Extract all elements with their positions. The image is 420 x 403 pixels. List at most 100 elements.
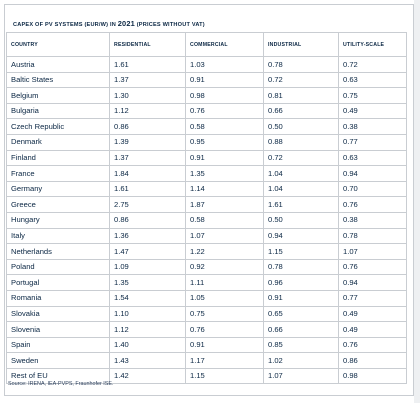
cell-industrial: 1.02: [263, 352, 339, 369]
cell-commercial: 0.91: [185, 71, 264, 89]
cell-residential: 1.61: [109, 180, 186, 198]
table-row: Rest of EU 1.42 1.15 1.07 0.98: [6, 367, 407, 385]
table-row: Finland 1.37 0.91 0.72 0.63: [6, 149, 407, 167]
cell-utility-scale: 0.72: [338, 56, 407, 73]
cell-residential: 1.84: [109, 165, 186, 182]
cell-country: Sweden: [6, 352, 110, 369]
cell-industrial: 0.78: [263, 56, 339, 73]
cell-industrial: 0.94: [263, 227, 339, 245]
table-header-row: COUNTRY RESIDENTIAL COMMERCIAL INDUSTRIA…: [6, 32, 407, 57]
cell-residential: 1.40: [109, 336, 186, 354]
cell-country: Hungary: [6, 211, 110, 229]
cell-residential: 1.10: [109, 305, 186, 323]
cell-country: Poland: [6, 258, 110, 276]
table-row: Austria 1.61 1.03 0.78 0.72: [6, 56, 407, 73]
cell-residential: 1.37: [109, 71, 186, 89]
cell-industrial: 0.66: [263, 321, 339, 338]
cell-commercial: 0.91: [185, 149, 264, 167]
cell-utility-scale: 0.63: [338, 71, 407, 89]
table-row: Germany 1.61 1.14 1.04 0.70: [6, 180, 407, 198]
cell-country: Slovenia: [6, 321, 110, 338]
cell-industrial: 0.50: [263, 211, 339, 229]
table-title-year: 2021: [117, 19, 135, 28]
cell-utility-scale: 0.70: [338, 180, 407, 198]
cell-industrial: 0.88: [263, 133, 339, 151]
cell-commercial: 1.35: [185, 165, 264, 182]
cell-utility-scale: 0.98: [338, 367, 407, 385]
cell-residential: 1.36: [109, 227, 186, 245]
table-title-prefix: CAPEX OF PV SYSTEMS (EUR/W) IN: [13, 22, 118, 28]
cell-commercial: 0.76: [185, 321, 264, 338]
cell-residential: 1.37: [109, 149, 186, 167]
table-row: Denmark 1.39 0.95 0.88 0.77: [6, 133, 407, 151]
cell-industrial: 1.61: [263, 196, 339, 213]
cell-country: Austria: [6, 56, 110, 73]
cell-country: Slovakia: [6, 305, 110, 323]
cell-utility-scale: 0.38: [338, 211, 407, 229]
cell-commercial: 0.58: [185, 118, 264, 135]
cell-country: Rest of EU: [6, 367, 110, 385]
cell-commercial: 0.76: [185, 102, 264, 120]
cell-utility-scale: 0.49: [338, 321, 407, 338]
cell-residential: 1.09: [109, 258, 186, 276]
cell-residential: 0.86: [109, 118, 186, 135]
cell-residential: 1.54: [109, 289, 186, 307]
cell-country: Italy: [6, 227, 110, 245]
table-row: Spain 1.40 0.91 0.85 0.76: [6, 336, 407, 354]
cell-country: Baltic States: [6, 71, 110, 89]
table-row: Portugal 1.35 1.11 0.96 0.94: [6, 274, 407, 291]
cell-utility-scale: 0.75: [338, 87, 407, 104]
table-row: Greece 2.75 1.87 1.61 0.76: [6, 196, 407, 213]
cell-residential: 1.47: [109, 243, 186, 260]
table-body: Austria 1.61 1.03 0.78 0.72 Baltic States 1.37…: [6, 56, 407, 385]
cell-country: Greece: [6, 196, 110, 213]
col-header-commercial: COMMERCIAL: [185, 32, 264, 57]
cell-commercial: 1.15: [185, 367, 264, 385]
table-title-suffix: (PRICES WITHOUT VAT): [134, 22, 205, 28]
table-row: Sweden 1.43 1.17 1.02 0.86: [6, 352, 407, 369]
cell-commercial: 0.58: [185, 211, 264, 229]
cell-utility-scale: 0.49: [338, 305, 407, 323]
cell-utility-scale: 0.77: [338, 133, 407, 151]
cell-commercial: 0.98: [185, 87, 264, 104]
cell-utility-scale: 0.86: [338, 352, 407, 369]
cell-utility-scale: 0.49: [338, 102, 407, 120]
cell-industrial: 0.81: [263, 87, 339, 104]
cell-industrial: 1.04: [263, 180, 339, 198]
cell-industrial: 0.72: [263, 149, 339, 167]
cell-country: Czech Republic: [6, 118, 110, 135]
cell-industrial: 0.78: [263, 258, 339, 276]
cell-utility-scale: 0.78: [338, 227, 407, 245]
cell-industrial: 1.15: [263, 243, 339, 260]
col-header-residential: RESIDENTIAL: [109, 32, 186, 57]
cell-industrial: 0.85: [263, 336, 339, 354]
cell-residential: 1.12: [109, 321, 186, 338]
cell-commercial: 1.03: [185, 56, 264, 73]
cell-residential: 2.75: [109, 196, 186, 213]
cell-country: Finland: [6, 149, 110, 167]
cell-country: Spain: [6, 336, 110, 354]
table-row: Hungary 0.86 0.58 0.50 0.38: [6, 211, 407, 229]
table-row: Baltic States 1.37 0.91 0.72 0.63: [6, 71, 407, 89]
cell-residential: 1.12: [109, 102, 186, 120]
cell-country: Germany: [6, 180, 110, 198]
cell-residential: 1.42: [109, 367, 186, 385]
cell-utility-scale: 0.76: [338, 196, 407, 213]
table-row: Romania 1.54 1.05 0.91 0.77: [6, 289, 407, 307]
cell-commercial: 1.17: [185, 352, 264, 369]
window-edge: [414, 0, 420, 403]
cell-country: Belgium: [6, 87, 110, 104]
cell-country: Bulgaria: [6, 102, 110, 120]
cell-commercial: 0.75: [185, 305, 264, 323]
cell-utility-scale: 0.76: [338, 336, 407, 354]
cell-industrial: 0.91: [263, 289, 339, 307]
cell-industrial: 1.07: [263, 367, 339, 385]
cell-country: Portugal: [6, 274, 110, 291]
cell-residential: 1.35: [109, 274, 186, 291]
cell-commercial: 1.07: [185, 227, 264, 245]
cell-residential: 1.61: [109, 56, 186, 73]
cell-commercial: 0.91: [185, 336, 264, 354]
cell-industrial: 0.72: [263, 71, 339, 89]
cell-commercial: 1.11: [185, 274, 264, 291]
cell-commercial: 1.05: [185, 289, 264, 307]
